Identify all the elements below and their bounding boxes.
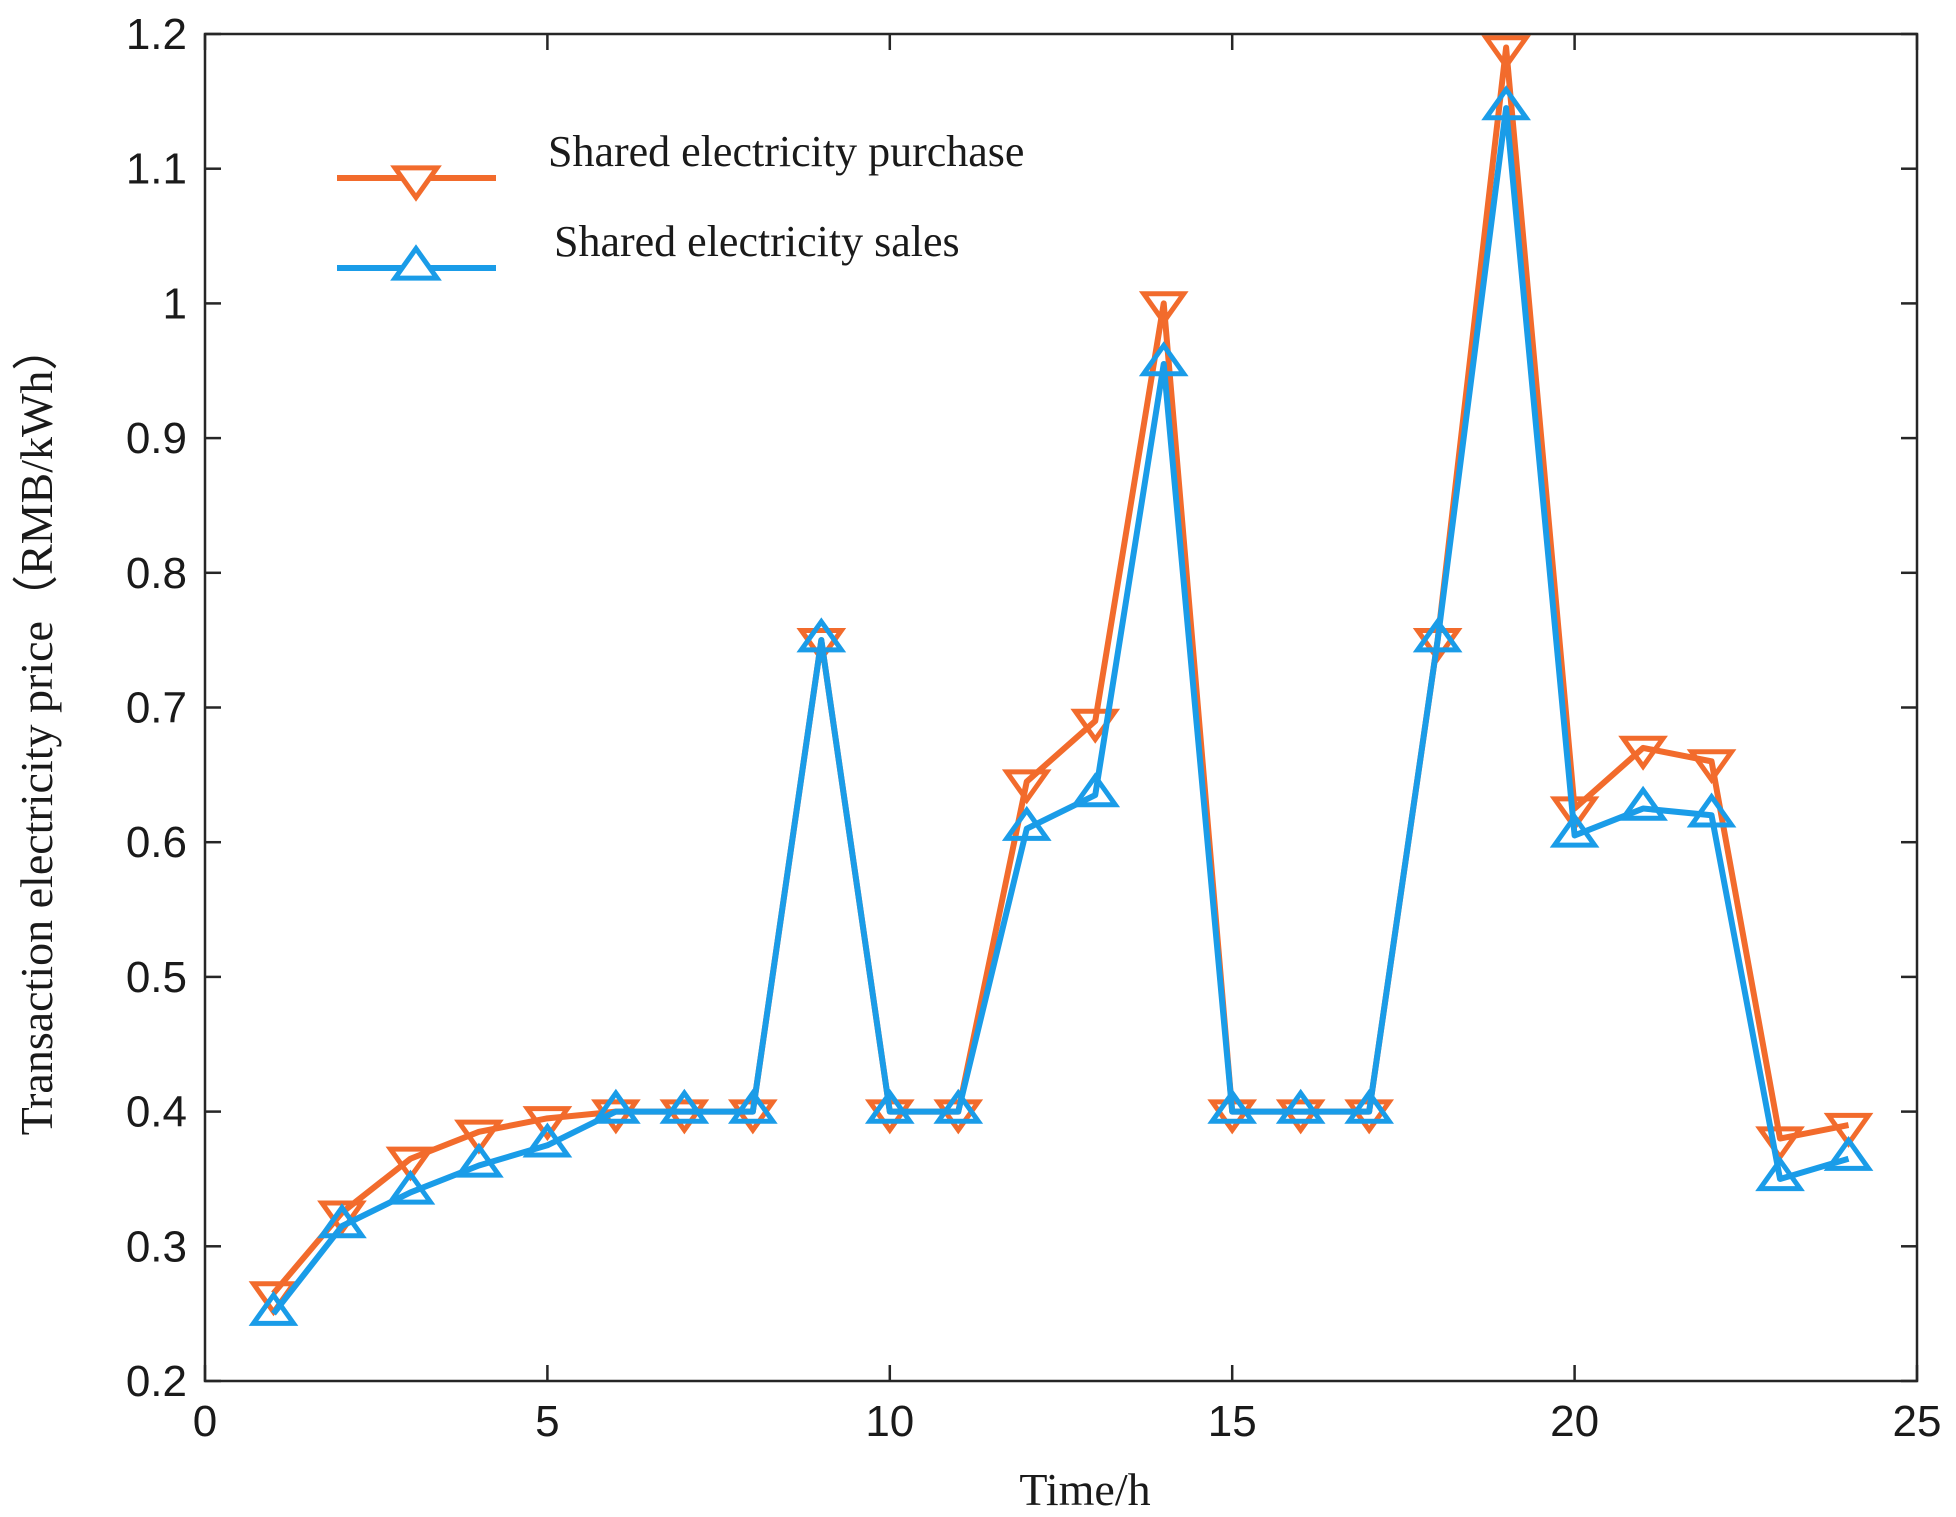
y-tick-label: 0.9: [126, 414, 187, 463]
plot-area-border: [203, 32, 1919, 1383]
series-2-point: [454, 1142, 504, 1178]
x-tick-label: 0: [193, 1397, 217, 1446]
legend-marker-2: [390, 244, 442, 281]
series-1-point: [317, 1200, 367, 1236]
series-2-point: [1207, 1088, 1258, 1124]
series-2-point: [248, 1290, 299, 1326]
y-tick-label: 0.8: [126, 549, 187, 598]
series-1-point: [1275, 1099, 1326, 1135]
series-1-point: [796, 627, 847, 663]
y-tick-label: 0.4: [126, 1088, 187, 1137]
series-2-point: [1275, 1088, 1326, 1124]
series-1-point: [522, 1106, 573, 1142]
series-2-point: [796, 617, 847, 653]
y-tick-label: 0.3: [126, 1222, 187, 1271]
series-1-point: [659, 1099, 710, 1135]
series-1-point: [1755, 1126, 1805, 1162]
series-2-point: [1001, 805, 1052, 841]
series-1-point: [1823, 1112, 1874, 1148]
x-tick-label: 15: [1208, 1397, 1257, 1446]
series-2-point: [864, 1088, 915, 1124]
x-tick-label: 5: [535, 1397, 559, 1446]
x-tick-label: 20: [1550, 1397, 1599, 1446]
series-2-point: [1618, 785, 1668, 821]
series-2-point: [591, 1088, 641, 1124]
series-1-point: [1481, 35, 1531, 71]
x-tick-label: 10: [865, 1397, 914, 1446]
series-2-point: [385, 1169, 436, 1205]
series-line-1: [271, 44, 1850, 1296]
series-2-point: [1549, 812, 1600, 848]
series-2-point: [1138, 341, 1189, 377]
legend-label-1: Shared electricity purchase: [548, 127, 1024, 176]
series-2-point: [317, 1203, 367, 1239]
series-1-point: [385, 1146, 436, 1182]
legend: Shared electricity purchase Shared electr…: [337, 127, 1024, 281]
series-1-point: [1618, 735, 1668, 771]
series-2-point: [1481, 85, 1531, 121]
y-tick-label: 0.5: [126, 953, 187, 1002]
y-tick-label: 0.7: [126, 684, 187, 733]
axis-ticks: 0 5 10 15 20 25 0.2 0.3 0.4 0.5 0.6 0.7 0.8 0.9 1 1.1 1.…: [126, 10, 1942, 1446]
series-1-point: [454, 1119, 504, 1155]
series-2-point: [727, 1088, 778, 1124]
series-1-point: [1138, 291, 1189, 327]
series-2-point: [1823, 1135, 1874, 1171]
y-tick-label: 1.1: [126, 145, 187, 194]
series-line-2: [271, 105, 1850, 1316]
series-layer: [248, 35, 1874, 1326]
y-tick-label: 0.2: [126, 1357, 187, 1406]
series-2-point: [933, 1088, 984, 1124]
y-tick-label: 0.6: [126, 818, 187, 867]
series-2-point: [1686, 792, 1737, 828]
series-2-point: [522, 1122, 573, 1158]
legend-marker-1: [390, 165, 442, 202]
legend-label-2: Shared electricity sales: [554, 217, 960, 266]
x-tick-label: 25: [1893, 1397, 1942, 1446]
series-2-point: [1755, 1156, 1805, 1192]
series-1-point: [1549, 796, 1600, 832]
series-2-point: [1344, 1088, 1395, 1124]
plot-frame: [203, 32, 1919, 1383]
series-2-point: [1412, 617, 1463, 653]
y-tick-label: 1: [163, 279, 187, 328]
x-axis-title: Time/h: [1019, 1464, 1150, 1515]
series-2-point: [659, 1088, 710, 1124]
series-2-point: [1070, 772, 1121, 808]
series-1-point: [1686, 749, 1737, 785]
series-1-point: [1001, 769, 1052, 805]
y-axis-title: Transaction electricity price（RMB/kWh）: [11, 325, 62, 1136]
y-tick-label: 1.2: [126, 10, 187, 59]
